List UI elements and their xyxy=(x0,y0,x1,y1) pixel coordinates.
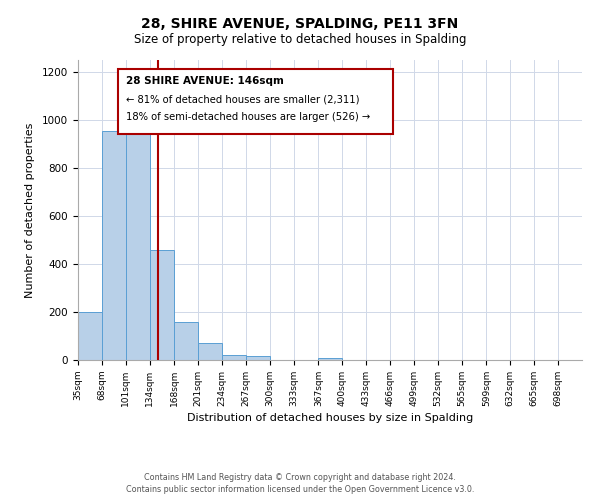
Bar xyxy=(246,356,270,360)
Text: ← 81% of detached houses are smaller (2,311): ← 81% of detached houses are smaller (2,… xyxy=(126,94,359,104)
Bar xyxy=(102,131,126,360)
Bar xyxy=(175,322,198,360)
Bar xyxy=(149,250,175,360)
Text: 18% of semi-detached houses are larger (526) →: 18% of semi-detached houses are larger (… xyxy=(126,112,370,122)
Text: Size of property relative to detached houses in Spalding: Size of property relative to detached ho… xyxy=(134,32,466,46)
Bar xyxy=(126,131,149,360)
X-axis label: Distribution of detached houses by size in Spalding: Distribution of detached houses by size … xyxy=(187,413,473,423)
Bar xyxy=(222,355,246,360)
Bar xyxy=(198,343,222,360)
Y-axis label: Number of detached properties: Number of detached properties xyxy=(25,122,35,298)
Bar xyxy=(319,358,343,360)
FancyBboxPatch shape xyxy=(118,69,393,134)
Bar xyxy=(78,312,102,360)
Text: 28, SHIRE AVENUE, SPALDING, PE11 3FN: 28, SHIRE AVENUE, SPALDING, PE11 3FN xyxy=(142,18,458,32)
Text: Contains HM Land Registry data © Crown copyright and database right 2024.
Contai: Contains HM Land Registry data © Crown c… xyxy=(126,472,474,494)
Text: 28 SHIRE AVENUE: 146sqm: 28 SHIRE AVENUE: 146sqm xyxy=(126,76,284,86)
